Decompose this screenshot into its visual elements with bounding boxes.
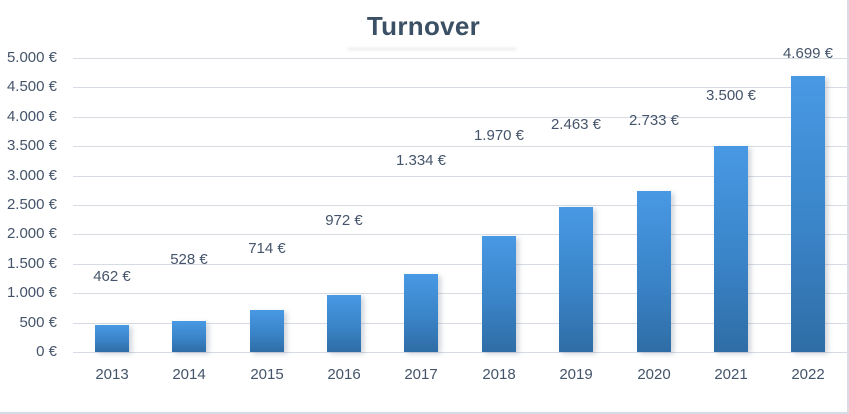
x-tick-label-2013: 2013 — [95, 366, 129, 383]
x-tick-label-2018: 2018 — [482, 366, 516, 383]
gridline-2000 — [73, 234, 847, 235]
y-tick-label-4500: 4.500 € — [6, 78, 57, 95]
x-tick-label-2019: 2019 — [559, 366, 593, 383]
title-underline-decoration — [348, 48, 516, 50]
bar-value-label-2021: 3.500 € — [705, 87, 757, 104]
y-tick-label-1500: 1.500 € — [6, 255, 57, 272]
gridline-3000 — [73, 176, 847, 177]
bar-2013[interactable] — [95, 325, 129, 352]
bar-value-label-2022: 4.699 € — [782, 45, 834, 62]
gridline-500 — [73, 323, 847, 324]
y-tick-label-500: 500 € — [19, 314, 57, 331]
bar-2020[interactable] — [637, 191, 671, 352]
x-tick-label-2017: 2017 — [404, 366, 438, 383]
x-tick-label-2021: 2021 — [714, 366, 748, 383]
x-tick-label-2020: 2020 — [637, 366, 671, 383]
bar-2014[interactable] — [172, 321, 206, 352]
bar-2017[interactable] — [404, 274, 438, 352]
bar-2016[interactable] — [327, 295, 361, 352]
y-tick-label-2500: 2.500 € — [6, 196, 57, 213]
y-tick-label-3000: 3.000 € — [6, 167, 57, 184]
gridline-3500 — [73, 146, 847, 147]
bar-2022[interactable] — [791, 76, 825, 352]
gridline-4000 — [73, 117, 847, 118]
bar-value-label-2018: 1.970 € — [473, 127, 525, 144]
x-tick-label-2014: 2014 — [172, 366, 206, 383]
y-tick-label-2000: 2.000 € — [6, 225, 57, 242]
bar-value-label-2013: 462 € — [93, 268, 131, 285]
bar-value-label-2014: 528 € — [170, 251, 208, 268]
bar-value-label-2017: 1.334 € — [395, 152, 447, 169]
y-tick-label-0: 0 € — [36, 343, 57, 360]
bar-value-label-2019: 2.463 € — [550, 116, 602, 133]
x-tick-label-2016: 2016 — [327, 366, 361, 383]
y-tick-label-3500: 3.500 € — [6, 137, 57, 154]
bar-value-label-2015: 714 € — [248, 240, 286, 257]
gridline-0 — [73, 352, 847, 353]
x-tick-label-2015: 2015 — [250, 366, 284, 383]
gridline-2500 — [73, 205, 847, 206]
y-tick-label-1000: 1.000 € — [6, 284, 57, 301]
chart-title: Turnover — [366, 11, 481, 41]
bar-value-label-2020: 2.733 € — [628, 112, 680, 129]
bar-2019[interactable] — [559, 207, 593, 352]
y-tick-label-5000: 5.000 € — [6, 49, 57, 66]
gridline-4500 — [73, 87, 847, 88]
gridline-5000 — [73, 58, 847, 59]
bar-2018[interactable] — [482, 236, 516, 352]
bar-value-label-2016: 972 € — [325, 212, 363, 229]
gridline-1500 — [73, 264, 847, 265]
y-tick-label-4000: 4.000 € — [6, 108, 57, 125]
bar-2015[interactable] — [250, 310, 284, 352]
gridline-1000 — [73, 293, 847, 294]
x-tick-label-2022: 2022 — [791, 366, 825, 383]
bar-2021[interactable] — [714, 146, 748, 352]
